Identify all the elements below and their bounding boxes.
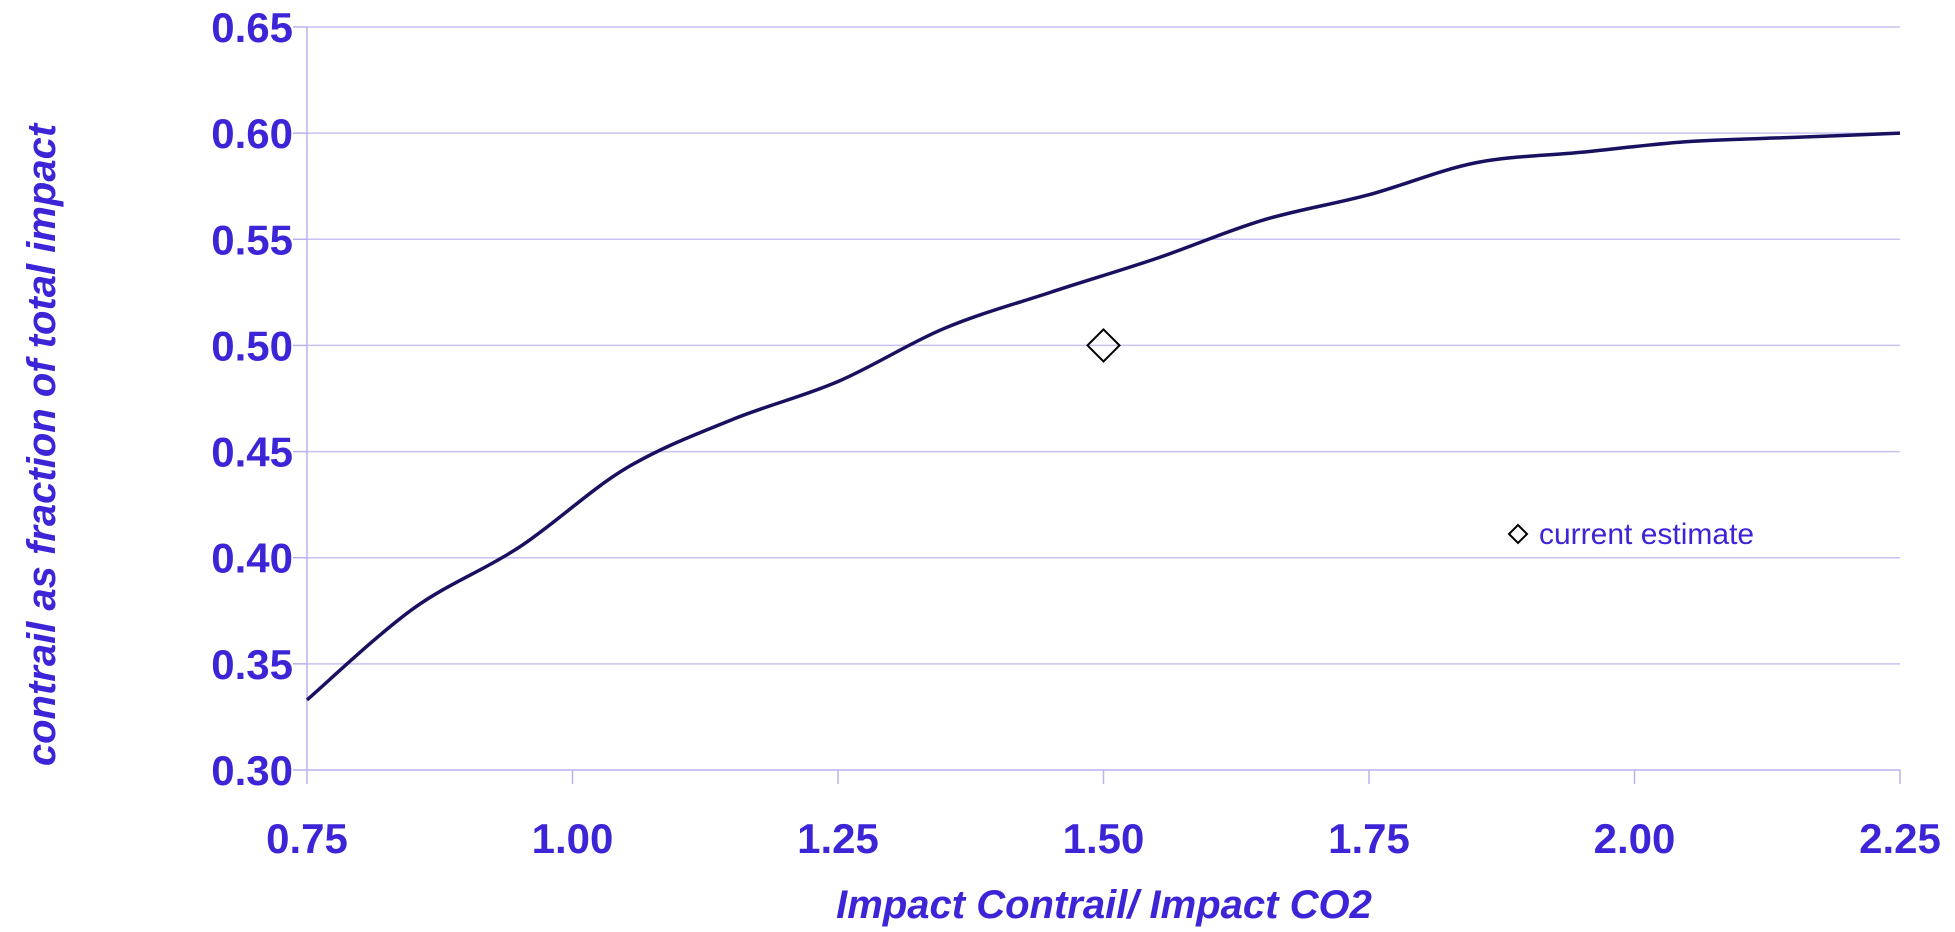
x-tick-labels: 0.75 1.00 1.25 1.50 1.75 2.00 2.25 — [266, 815, 1941, 862]
gridlines — [307, 26, 1900, 665]
x-tick-label-1.75: 1.75 — [1328, 815, 1410, 862]
y-tick-label-0.55: 0.55 — [211, 216, 293, 263]
y-axis-title: contrail as fraction of total impact — [20, 122, 64, 766]
axes — [293, 26, 1901, 784]
x-tick-label-1.25: 1.25 — [797, 815, 879, 862]
y-tick-label-0.45: 0.45 — [211, 429, 293, 476]
legend-diamond-marker — [1507, 523, 1529, 545]
series-line — [305, 131, 1901, 702]
x-tick-label-2.00: 2.00 — [1594, 815, 1676, 862]
plot-area — [305, 131, 1901, 702]
legend-label: current estimate — [1539, 518, 1754, 551]
legend: current estimate — [1507, 518, 1754, 551]
y-tick-labels: 0.30 0.35 0.40 0.45 0.50 0.55 0.60 0.65 — [211, 4, 293, 794]
y-tick-label-0.60: 0.60 — [211, 110, 293, 157]
y-tick-label-0.40: 0.40 — [211, 535, 293, 582]
x-tick-label-2.25: 2.25 — [1859, 815, 1941, 862]
x-tick-label-0.75: 0.75 — [266, 815, 348, 862]
x-axis-title: Impact Contrail/ Impact CO2 — [836, 883, 1372, 927]
y-tick-label-0.30: 0.30 — [211, 747, 293, 794]
y-tick-label-0.35: 0.35 — [211, 641, 293, 688]
x-tick-label-1.00: 1.00 — [532, 815, 614, 862]
y-tick-label-0.65: 0.65 — [211, 4, 293, 51]
current-estimate-point — [1086, 328, 1121, 363]
y-tick-label-0.50: 0.50 — [211, 322, 293, 369]
x-tick-label-1.50: 1.50 — [1063, 815, 1145, 862]
